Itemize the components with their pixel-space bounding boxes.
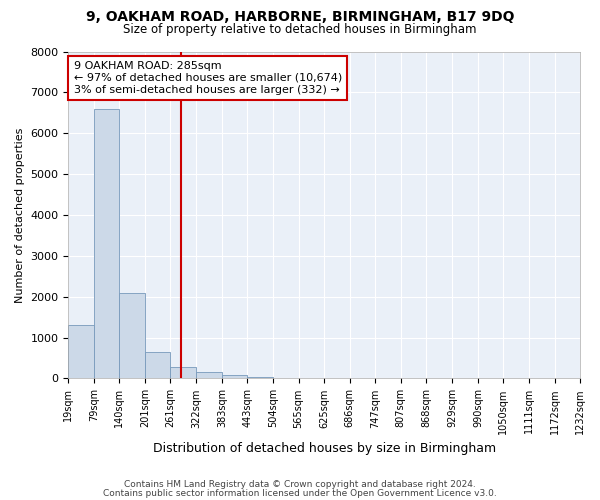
Bar <box>170 366 196 378</box>
Bar <box>247 377 273 378</box>
Text: 9 OAKHAM ROAD: 285sqm
← 97% of detached houses are smaller (10,674)
3% of semi-d: 9 OAKHAM ROAD: 285sqm ← 97% of detached … <box>74 62 342 94</box>
Bar <box>119 292 145 378</box>
Text: Contains HM Land Registry data © Crown copyright and database right 2024.: Contains HM Land Registry data © Crown c… <box>124 480 476 489</box>
Bar <box>196 372 222 378</box>
Text: Contains public sector information licensed under the Open Government Licence v3: Contains public sector information licen… <box>103 488 497 498</box>
Y-axis label: Number of detached properties: Number of detached properties <box>15 128 25 302</box>
Bar <box>68 326 94 378</box>
Bar <box>222 375 247 378</box>
Text: 9, OAKHAM ROAD, HARBORNE, BIRMINGHAM, B17 9DQ: 9, OAKHAM ROAD, HARBORNE, BIRMINGHAM, B1… <box>86 10 514 24</box>
X-axis label: Distribution of detached houses by size in Birmingham: Distribution of detached houses by size … <box>152 442 496 455</box>
Bar <box>145 352 170 378</box>
Text: Size of property relative to detached houses in Birmingham: Size of property relative to detached ho… <box>123 22 477 36</box>
Bar <box>94 108 119 378</box>
